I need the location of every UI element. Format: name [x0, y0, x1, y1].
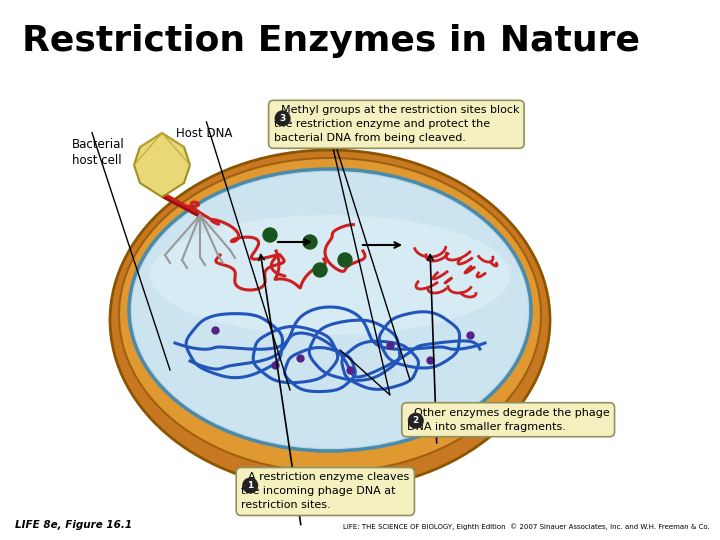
- Text: Host DNA: Host DNA: [176, 127, 233, 140]
- Text: 2: 2: [413, 416, 419, 425]
- Ellipse shape: [132, 172, 528, 448]
- Circle shape: [408, 413, 424, 429]
- Text: Bacterial
host cell: Bacterial host cell: [72, 138, 125, 167]
- Text: 3: 3: [279, 114, 286, 123]
- Text: LIFE: THE SCIENCE OF BIOLOGY, Eighth Edition  © 2007 Sinauer Associates, Inc. an: LIFE: THE SCIENCE OF BIOLOGY, Eighth Edi…: [343, 523, 710, 530]
- Text: Restriction Enzymes in Nature: Restriction Enzymes in Nature: [22, 24, 640, 58]
- Text: 1: 1: [247, 481, 253, 490]
- Ellipse shape: [119, 158, 541, 472]
- Circle shape: [313, 263, 327, 277]
- Circle shape: [242, 477, 258, 494]
- Text: A restriction enzyme cleaves
the incoming phage DNA at
restriction sites.: A restriction enzyme cleaves the incomin…: [241, 472, 410, 510]
- Circle shape: [303, 235, 317, 249]
- Text: Methyl groups at the restriction sites block
the restriction enzyme and protect : Methyl groups at the restriction sites b…: [274, 105, 519, 143]
- Circle shape: [263, 228, 277, 242]
- Circle shape: [274, 110, 291, 126]
- Text: Other enzymes degrade the phage
DNA into smaller fragments.: Other enzymes degrade the phage DNA into…: [407, 408, 610, 431]
- Circle shape: [338, 253, 352, 267]
- Ellipse shape: [150, 215, 510, 335]
- Ellipse shape: [110, 150, 550, 490]
- Text: LIFE 8e, Figure 16.1: LIFE 8e, Figure 16.1: [15, 520, 132, 530]
- Polygon shape: [134, 133, 190, 197]
- Ellipse shape: [129, 169, 531, 451]
